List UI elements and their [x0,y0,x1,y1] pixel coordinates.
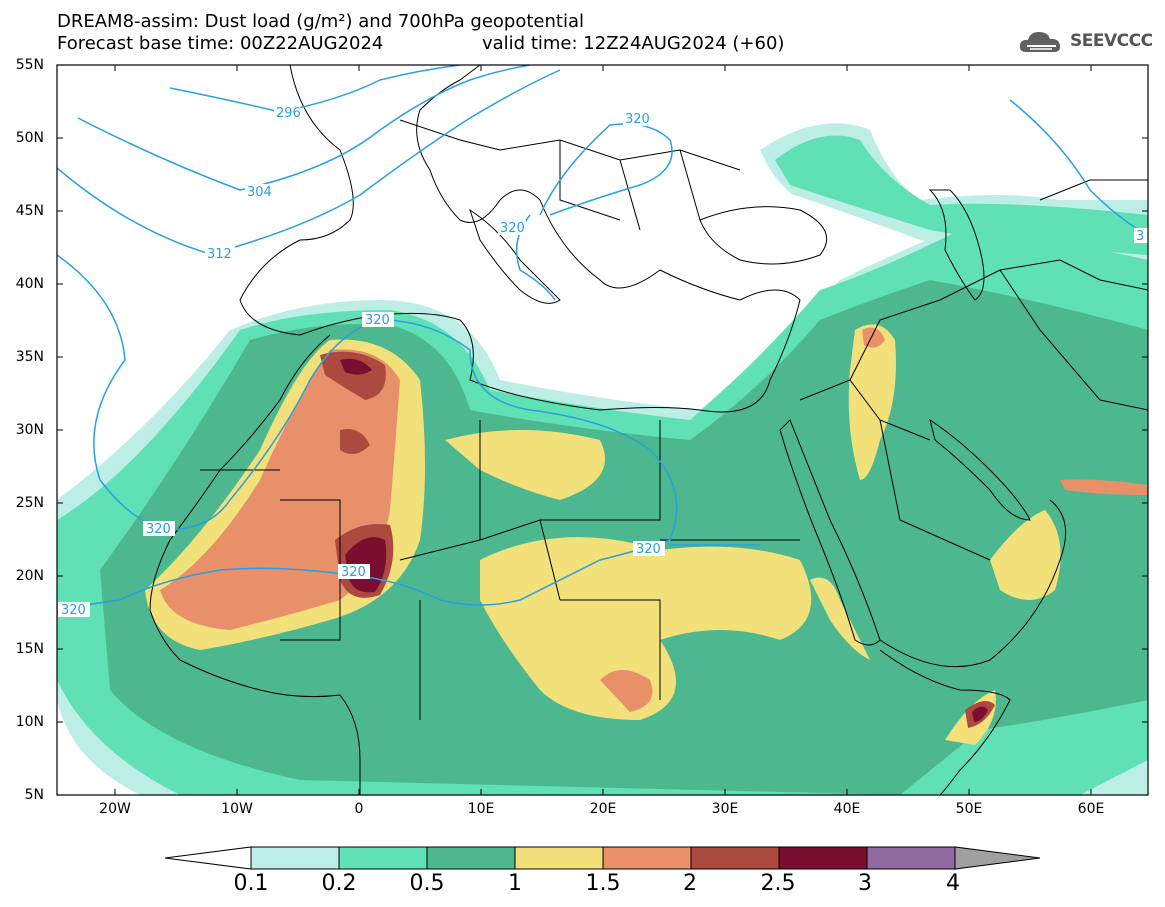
contour-label: 320 [341,565,366,580]
contour-label: 320 [500,221,525,236]
contour-label: 296 [276,106,301,121]
dust-band-2 [320,351,386,400]
arabia-coast [879,499,1067,668]
red-sea [779,419,881,646]
colorbar-swatch [338,846,428,870]
dust-band-2-5-b [340,358,372,375]
dust-band-2-5-c [972,706,988,722]
contour-320-balkans [539,123,673,216]
contour-label: 304 [247,185,272,200]
europe-borders [399,119,741,231]
seevccc-logo: SEEVCCC [1018,26,1158,58]
contour-label: 320 [146,522,171,537]
dust-band-1-b [480,537,812,720]
colorbar-label: 2 [683,871,697,896]
colorbar-swatch [514,846,604,870]
black-sea [699,206,828,265]
colorbar [164,846,1041,870]
contour-label: 312 [207,247,232,262]
dust-field [57,65,1148,795]
colorbar-label: 0.1 [233,871,269,896]
colorbar-label: 4 [946,871,960,896]
colorbar-swatch [426,846,516,870]
lat-label: 35N [15,349,44,365]
contour-label: 3 [1136,229,1144,244]
caspian [928,189,985,301]
colorbar-label: 3 [858,871,872,896]
colorbar-label: 1 [508,871,522,896]
mideast-borders [799,299,991,561]
colorbar-swatch [866,846,956,870]
persian-gulf [929,418,1031,521]
lon-label: 30E [711,801,739,817]
colorbar-swatch [602,846,692,870]
contour-label: 320 [365,313,390,328]
lon-label: 50E [955,801,983,817]
lat-label: 20N [15,568,44,584]
axis-ticks [57,64,1148,796]
west-africa-coast [149,334,361,795]
lon-label: 60E [1077,801,1105,817]
lon-label: 10W [221,801,253,817]
dust-band-1-e [990,510,1061,600]
title-line-2: Forecast base time: 00Z22AUG2024 valid ti… [57,33,784,54]
contour-304 [77,65,531,191]
lat-label: 25N [15,495,44,511]
africa-horn [879,649,1011,795]
colorbar-label: 0.2 [321,871,357,896]
clear-area [57,65,1148,490]
contour-label: 320 [636,542,661,557]
dust-band-1-c [445,430,605,500]
colorbar-swatch [778,846,868,870]
lat-label: 45N [15,203,44,219]
dust-band-0-2-ne [775,135,1148,255]
cloud-icon [1019,32,1061,52]
contour-ne [1009,99,1148,236]
dust-band-1-5-c [862,327,885,348]
contour-312 [57,69,561,255]
lat-label: 55N [15,57,44,73]
lon-label: 40E [833,801,861,817]
contour-label: 320 [61,603,86,618]
lat-label: 50N [15,130,44,146]
lat-label: 10N [15,714,44,730]
colorbar-label: 2.5 [760,871,796,896]
colorbar-arrow-low [164,846,252,870]
dust-band-1-d [848,324,896,480]
colorbar-swatch [690,846,780,870]
contour-296 [169,65,461,113]
dust-band-2-c [340,429,370,454]
colorbar-label: 0.5 [409,871,445,896]
colorbar-label: 1.5 [585,871,621,896]
asia-borders [939,179,1148,411]
europe-coast [239,65,801,413]
contour-label: 320 [625,112,650,127]
lon-label: 20W [99,801,131,817]
lon-label: 10E [467,801,495,817]
lon-label: 20E [589,801,617,817]
lon-label: 0 [354,801,364,817]
contour-320-west [57,254,678,613]
geopotential-contours [57,65,1148,613]
lat-label: 15N [15,641,44,657]
dust-band-1-5-b [600,670,653,712]
lat-label: 5N [24,787,44,803]
lat-label: 40N [15,276,44,292]
logo-text: SEEVCCC [1070,31,1153,51]
dust-band-1-5-d [1060,479,1148,495]
colorbar-arrow-high [954,846,1041,870]
base-time: Forecast base time: 00Z22AUG2024 [57,33,384,54]
italy [469,208,561,304]
title-line-1: DREAM8-assim: Dust load (g/m²) and 700hP… [57,11,584,32]
contour-labels: 296 304 312 320 320 320 320 320 320 320 … [58,105,1148,618]
lat-label: 30N [15,422,44,438]
valid-time: valid time: 12Z24AUG2024 (+60) [482,33,785,54]
colorbar-swatch [250,846,340,870]
